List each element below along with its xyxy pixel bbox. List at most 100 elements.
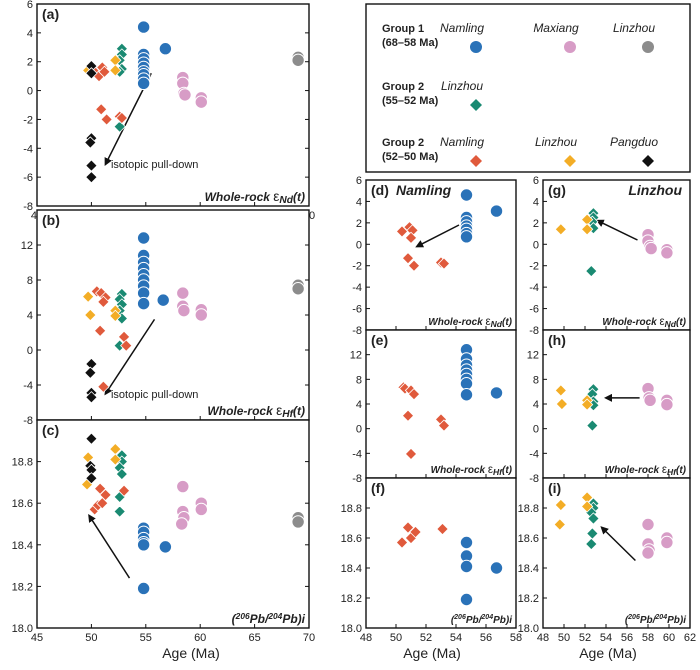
y-tick-label: 12 — [350, 350, 362, 362]
data-point — [85, 67, 98, 80]
panel-title: Linzhou — [628, 182, 682, 198]
data-point — [553, 518, 566, 531]
x-axis-label-main: Age (Ma) — [162, 645, 220, 661]
data-point — [554, 498, 568, 512]
y-tick-label: -2 — [352, 261, 362, 273]
data-point — [643, 393, 657, 407]
y-tick-label: 18.6 — [341, 533, 362, 545]
data-point — [117, 484, 131, 497]
data-point — [459, 559, 474, 574]
y-tick-label: -4 — [23, 143, 33, 155]
panel-footer-label: Whole-rock εNd(t) — [428, 316, 512, 329]
panel-footer-label: Whole-rock εHf(t) — [207, 403, 305, 420]
data-point — [176, 479, 190, 494]
trend-arrow — [595, 219, 638, 241]
panel-label: (f) — [371, 480, 385, 496]
data-point — [109, 453, 122, 466]
data-point — [436, 522, 449, 536]
panel-label: (i) — [548, 480, 561, 496]
data-point — [489, 561, 504, 575]
trend-arrow — [104, 318, 156, 396]
data-point — [407, 259, 421, 272]
x-tick-label: 65 — [248, 632, 260, 644]
data-point — [120, 339, 133, 352]
panel-b-frame — [36, 209, 310, 421]
legend-group-title: Group 1 — [382, 23, 424, 35]
data-point — [585, 264, 598, 278]
data-point — [85, 432, 98, 445]
panel-c-frame — [36, 419, 310, 629]
panel-e-frame — [365, 329, 517, 479]
data-point — [109, 309, 122, 323]
x-tick-label: 60 — [663, 632, 675, 644]
legend-marker-diamond — [564, 155, 576, 167]
data-point — [489, 204, 504, 218]
data-point — [587, 512, 600, 525]
panel-footer-label: (206Pb/204Pb)i — [625, 614, 686, 626]
y-tick-label: 18.2 — [518, 593, 539, 605]
x-tick-label: 62 — [684, 632, 696, 644]
y-tick-label: -8 — [529, 325, 539, 337]
y-tick-label: 4 — [27, 310, 33, 322]
data-point — [136, 20, 151, 34]
data-point — [407, 387, 421, 401]
data-point — [459, 188, 474, 202]
y-tick-label: -6 — [529, 304, 539, 316]
x-tick-label: 58 — [510, 632, 522, 644]
data-point — [96, 497, 109, 510]
x-tick-label: 56 — [621, 632, 633, 644]
x-tick-label: 48 — [360, 632, 372, 644]
trend-arrow — [88, 513, 131, 579]
legend-entry-label: Pangduo — [610, 135, 658, 149]
data-point — [641, 517, 655, 532]
y-tick-label: -8 — [23, 415, 33, 427]
panel-footer-label: (206Pb/204Pb)i — [232, 611, 306, 626]
data-point — [641, 546, 655, 560]
data-point — [194, 502, 208, 517]
data-point — [136, 296, 151, 311]
data-point — [459, 388, 474, 402]
data-point — [136, 76, 151, 91]
legend-marker-diamond — [642, 155, 654, 167]
data-point — [555, 397, 569, 411]
y-tick-label: 0 — [533, 239, 539, 251]
y-tick-label: -8 — [352, 473, 362, 485]
data-point — [136, 538, 151, 552]
data-point — [113, 120, 126, 133]
x-tick-label: 54 — [600, 632, 612, 644]
data-point — [585, 537, 598, 551]
trend-arrow — [600, 526, 636, 562]
x-tick-label: 48 — [537, 632, 549, 644]
data-point — [554, 384, 568, 397]
legend-entry-label: Namling — [440, 135, 484, 149]
legend-entry-label: Linzhou — [441, 79, 483, 93]
data-point — [580, 398, 594, 411]
legend-entry-label: Namling — [440, 21, 484, 35]
data-point — [291, 53, 305, 67]
data-point — [98, 65, 111, 78]
legend-entry-label: Linzhou — [535, 135, 577, 149]
y-tick-label: -2 — [23, 114, 33, 126]
panel-i-frame — [542, 477, 691, 629]
data-point — [554, 223, 568, 236]
data-point — [115, 111, 129, 125]
y-tick-label: 2 — [356, 218, 362, 230]
x-tick-label: 45 — [31, 632, 43, 644]
y-tick-label: 18.8 — [12, 457, 33, 469]
data-point — [401, 252, 415, 265]
legend-marker-circle — [642, 41, 654, 53]
data-point — [85, 472, 98, 485]
y-tick-label: -4 — [529, 448, 539, 460]
data-point — [113, 505, 126, 518]
y-tick-label: 12 — [527, 350, 539, 362]
legend-marker-diamond — [470, 99, 482, 111]
data-point — [459, 230, 474, 244]
legend-marker-diamond — [470, 155, 482, 167]
y-tick-label: 4 — [356, 399, 362, 411]
y-tick-label: -8 — [352, 325, 362, 337]
data-point — [97, 295, 110, 309]
data-point — [84, 366, 97, 379]
y-tick-label: 8 — [27, 275, 33, 287]
panel-d-frame — [365, 179, 517, 331]
data-point — [291, 282, 305, 296]
